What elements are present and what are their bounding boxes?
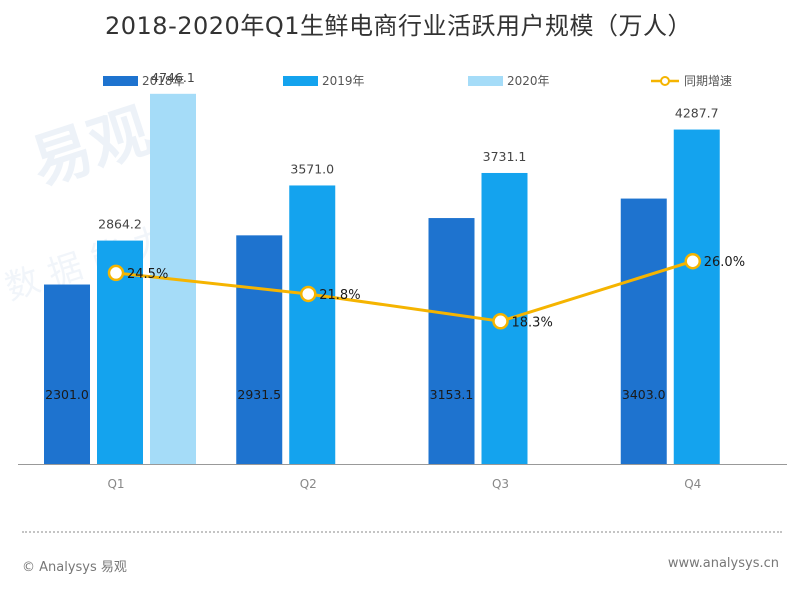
- bar-2018年-Q2: [236, 235, 283, 464]
- bar-2018年-Q4: [620, 198, 667, 465]
- x-tick-label-Q1: Q1: [107, 477, 124, 491]
- bar-2018年-Q3: [428, 218, 475, 464]
- legend: 2018年 2019年 2020年 同期增速: [103, 74, 732, 88]
- growth-point-Q3: [492, 313, 509, 330]
- bar-value-label-2019年-Q1: 2864.2: [98, 217, 142, 232]
- growth-label-Q4: 26.0%: [704, 255, 745, 270]
- bar-2019年-Q4: [673, 129, 720, 465]
- bar-value-label-2019年-Q2: 3571.0: [290, 161, 334, 176]
- legend-label-growth: 同期增速: [684, 74, 732, 88]
- growth-point-Q2: [300, 285, 317, 303]
- bar-2019年-Q2: [289, 185, 336, 464]
- legend-swatch-1: [283, 76, 318, 86]
- growth-point-Q4: [684, 252, 701, 270]
- bar-value-label-2018年-Q4: 3403.0: [622, 387, 666, 402]
- x-tick-label-Q2: Q2: [300, 477, 317, 491]
- x-tick-labels: Q1 Q2 Q3 Q4: [107, 477, 701, 491]
- growth-label-Q1: 24.5%: [127, 267, 168, 282]
- growth-label-Q2: 21.8%: [319, 288, 360, 303]
- footer-copyright: © Analysys 易观: [22, 560, 127, 575]
- legend-line-marker: [660, 76, 670, 86]
- chart-title: 2018-2020年Q1生鲜电商行业活跃用户规模（万人）: [105, 12, 692, 40]
- growth-line-series: 24.5% 21.8% 18.3% 26.0%: [107, 252, 745, 330]
- legend-swatch-0: [103, 76, 138, 86]
- bar-value-labels: 2301.0 2864.2 4746.1 2931.5 3571.0 3153.1 3731…: [45, 70, 719, 402]
- x-tick-label-Q3: Q3: [492, 477, 509, 491]
- legend-label-1: 2019年: [322, 74, 365, 88]
- legend-label-0: 2018年: [142, 74, 185, 88]
- bar-value-label-2019年-Q4: 4287.7: [675, 106, 719, 121]
- legend-label-2: 2020年: [507, 74, 550, 88]
- bar-value-label-2018年-Q2: 2931.5: [237, 387, 281, 402]
- growth-line: [115, 259, 694, 323]
- footer-website[interactable]: www.analysys.cn: [667, 556, 779, 571]
- bar-value-label-2018年-Q3: 3153.1: [430, 387, 474, 402]
- x-tick-label-Q4: Q4: [684, 477, 701, 491]
- growth-point-Q1: [107, 264, 125, 282]
- bar-value-label-2020年-Q1: 4746.1: [151, 70, 195, 85]
- bar-2018年-Q1: [44, 284, 90, 464]
- legend-swatch-2: [468, 76, 503, 86]
- growth-label-Q3: 18.3%: [512, 315, 553, 330]
- bar-group: [44, 93, 720, 465]
- bar-value-label-2019年-Q3: 3731.1: [483, 149, 527, 164]
- footer-divider: [22, 531, 782, 533]
- bar-value-label-2018年-Q1: 2301.0: [45, 387, 89, 402]
